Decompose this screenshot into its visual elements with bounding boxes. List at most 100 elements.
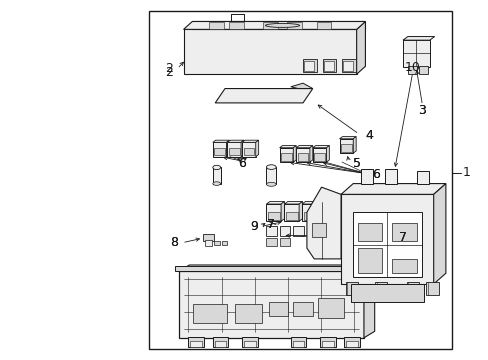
Text: 9: 9 bbox=[250, 220, 258, 233]
Bar bbox=[416, 171, 428, 184]
Bar bbox=[212, 337, 228, 347]
Text: 10: 10 bbox=[404, 60, 420, 73]
Polygon shape bbox=[302, 202, 320, 204]
Bar bbox=[243, 148, 254, 155]
Polygon shape bbox=[266, 202, 284, 204]
Polygon shape bbox=[227, 142, 241, 157]
Polygon shape bbox=[242, 142, 255, 157]
Bar bbox=[221, 241, 227, 245]
Polygon shape bbox=[279, 145, 296, 148]
Polygon shape bbox=[326, 145, 329, 162]
Bar bbox=[303, 59, 316, 72]
Text: 6: 6 bbox=[238, 157, 245, 170]
Bar bbox=[426, 282, 438, 295]
Polygon shape bbox=[183, 30, 356, 74]
Polygon shape bbox=[350, 284, 423, 302]
Bar bbox=[279, 226, 290, 235]
Bar bbox=[391, 223, 416, 241]
Bar bbox=[266, 226, 277, 235]
Polygon shape bbox=[360, 207, 375, 225]
Bar bbox=[346, 341, 357, 347]
Polygon shape bbox=[309, 145, 312, 162]
Bar bbox=[340, 144, 351, 152]
Ellipse shape bbox=[265, 23, 299, 27]
Polygon shape bbox=[296, 145, 312, 148]
Polygon shape bbox=[212, 140, 229, 142]
Bar bbox=[214, 341, 226, 347]
Polygon shape bbox=[178, 265, 374, 271]
Bar bbox=[242, 337, 257, 347]
Polygon shape bbox=[363, 265, 374, 338]
Bar bbox=[267, 212, 279, 220]
Polygon shape bbox=[316, 202, 320, 221]
Bar bbox=[352, 212, 421, 277]
Bar bbox=[297, 153, 308, 161]
Bar bbox=[345, 282, 357, 295]
Polygon shape bbox=[284, 204, 299, 221]
Polygon shape bbox=[356, 22, 365, 74]
Polygon shape bbox=[433, 184, 445, 284]
Bar bbox=[314, 153, 325, 161]
Polygon shape bbox=[215, 89, 312, 103]
Polygon shape bbox=[266, 204, 281, 221]
Bar bbox=[343, 61, 352, 71]
Polygon shape bbox=[178, 271, 363, 338]
Polygon shape bbox=[212, 142, 226, 157]
Polygon shape bbox=[360, 204, 379, 207]
Bar bbox=[311, 223, 326, 237]
Bar bbox=[304, 61, 314, 71]
Bar bbox=[361, 215, 374, 224]
Text: 6: 6 bbox=[371, 168, 379, 181]
Polygon shape bbox=[290, 83, 312, 89]
Polygon shape bbox=[402, 37, 434, 40]
Bar bbox=[357, 223, 382, 241]
Text: 4: 4 bbox=[364, 129, 372, 142]
Text: 7: 7 bbox=[398, 231, 406, 244]
Bar bbox=[214, 148, 224, 155]
Polygon shape bbox=[312, 148, 326, 162]
Polygon shape bbox=[352, 136, 355, 153]
Bar bbox=[322, 341, 333, 347]
Bar bbox=[203, 234, 213, 241]
Bar bbox=[188, 337, 203, 347]
Polygon shape bbox=[279, 148, 293, 162]
Text: 2: 2 bbox=[164, 66, 172, 79]
Polygon shape bbox=[227, 140, 244, 142]
Bar bbox=[279, 238, 290, 246]
Bar bbox=[292, 341, 304, 347]
Polygon shape bbox=[340, 194, 433, 284]
Bar bbox=[266, 238, 277, 246]
Text: 3: 3 bbox=[418, 104, 426, 117]
Bar bbox=[374, 282, 386, 295]
Ellipse shape bbox=[266, 182, 276, 186]
Polygon shape bbox=[302, 204, 316, 221]
Bar bbox=[285, 212, 297, 220]
Bar bbox=[320, 337, 335, 347]
Bar bbox=[263, 22, 277, 29]
Text: 1: 1 bbox=[462, 166, 469, 179]
Bar bbox=[234, 304, 261, 323]
Bar bbox=[407, 66, 416, 74]
Text: 5: 5 bbox=[352, 157, 360, 170]
Ellipse shape bbox=[266, 165, 276, 170]
Polygon shape bbox=[293, 145, 296, 162]
Text: 5: 5 bbox=[352, 157, 360, 170]
Bar bbox=[228, 22, 243, 29]
Bar bbox=[316, 22, 330, 29]
Polygon shape bbox=[192, 22, 365, 30]
Bar bbox=[149, 12, 451, 348]
Bar bbox=[317, 298, 344, 318]
Text: 4: 4 bbox=[364, 129, 372, 142]
Bar bbox=[293, 226, 304, 235]
Bar bbox=[228, 148, 239, 155]
Bar bbox=[174, 266, 368, 271]
Text: 7: 7 bbox=[398, 231, 406, 244]
Text: 7: 7 bbox=[267, 218, 275, 231]
Polygon shape bbox=[226, 140, 229, 157]
Bar bbox=[341, 59, 355, 72]
Bar bbox=[290, 337, 306, 347]
Bar bbox=[360, 169, 372, 184]
Polygon shape bbox=[284, 202, 302, 204]
Bar bbox=[266, 167, 276, 184]
Bar bbox=[293, 302, 312, 316]
